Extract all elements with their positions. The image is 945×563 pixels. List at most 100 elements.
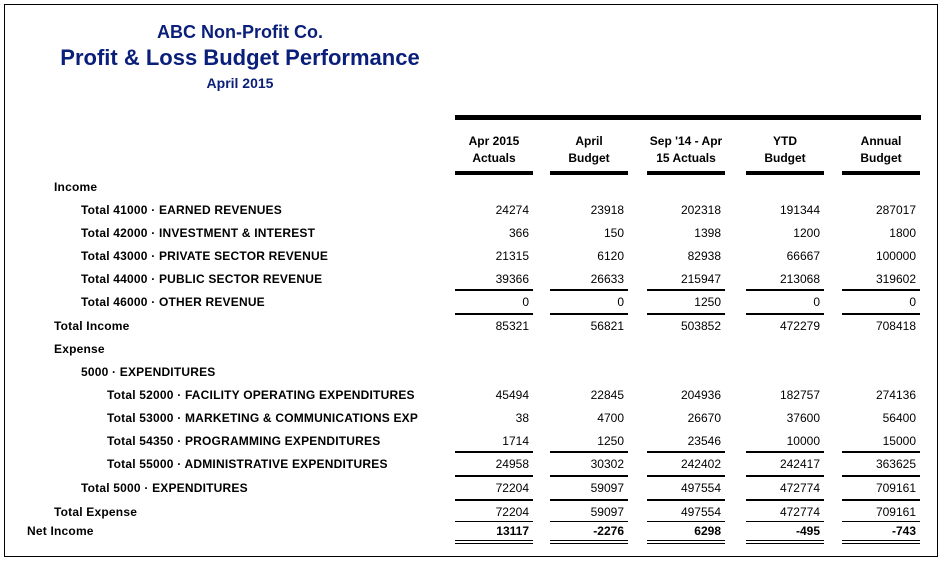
amount-cell: 45494 [495, 388, 529, 402]
amount-cell: 24274 [495, 203, 529, 217]
amount-cell: 100000 [875, 249, 916, 263]
amount-cell: 6120 [597, 249, 624, 263]
net-income-amount: -743 [891, 524, 916, 538]
total-expenditures-amount: 72204 [495, 481, 529, 495]
amount-cell: 4700 [597, 411, 624, 425]
double-underline-rule [647, 543, 725, 544]
report-period: April 2015 [206, 75, 274, 91]
amount-cell: 0 [617, 295, 624, 309]
amount-cell: 66667 [786, 249, 820, 263]
section-label-expense: Expense [54, 342, 105, 356]
total-rule [746, 475, 824, 477]
total-rule [550, 475, 628, 477]
amount-cell: 82938 [687, 249, 721, 263]
column-header-apr-2015-actuals: Apr 2015 Actuals [455, 133, 533, 175]
total-income-amount: 708418 [875, 319, 916, 333]
subtotal-rule [746, 451, 824, 453]
amount-cell: 0 [813, 295, 820, 309]
subtotal-rule [550, 451, 628, 453]
amount-cell: 287017 [875, 203, 916, 217]
amount-cell: 23918 [590, 203, 624, 217]
double-underline-rule [746, 540, 824, 541]
total-expense-amount: 472774 [779, 505, 820, 519]
amount-cell: 366 [508, 226, 529, 240]
double-underline-rule [746, 543, 824, 544]
total-expenditures-amount: 497554 [680, 481, 721, 495]
net-income-label: Net Income [27, 524, 94, 538]
amount-cell: 56400 [882, 411, 916, 425]
subtotal-rule [455, 289, 533, 291]
amount-cell: 191344 [779, 203, 820, 217]
total-rule [746, 499, 824, 501]
total-rule [550, 499, 628, 501]
net-income-amount: -2276 [593, 524, 624, 538]
amount-cell: 15000 [882, 434, 916, 448]
row-label: Total 52000 · FACILITY OPERATING EXPENDI… [107, 388, 415, 402]
total-expenditures-amount: 472774 [779, 481, 820, 495]
column-header-april-budget: April Budget [550, 133, 628, 175]
total-expense-amount: 709161 [875, 505, 916, 519]
row-label: Total 55000 · ADMINISTRATIVE EXPENDITURE… [107, 457, 388, 471]
total-expense-label: Total Expense [54, 505, 138, 519]
amount-cell: 242402 [680, 457, 721, 471]
amount-cell: 319602 [875, 272, 916, 286]
subtotal-rule [842, 289, 920, 291]
double-underline-rule [647, 540, 725, 541]
total-income-amount: 472279 [779, 319, 820, 333]
total-expenditures-label: Total 5000 · EXPENDITURES [81, 481, 248, 495]
report-title: Profit & Loss Budget Performance [60, 45, 420, 70]
header-rule [455, 115, 921, 120]
total-expenditures-amount: 709161 [875, 481, 916, 495]
subtotal-rule [746, 289, 824, 291]
amount-cell: 1398 [694, 226, 721, 240]
total-rule [647, 313, 725, 315]
total-rule [842, 499, 920, 501]
amount-cell: 242417 [779, 457, 820, 471]
amount-cell: 30302 [590, 457, 624, 471]
column-header-ytd-actuals: Sep '14 - Apr 15 Actuals [647, 133, 725, 175]
section-label-income: Income [54, 180, 98, 194]
total-income-amount: 85321 [495, 319, 529, 333]
amount-cell: 22845 [590, 388, 624, 402]
row-label: Total 46000 · OTHER REVENUE [81, 295, 265, 309]
amount-cell: 204936 [680, 388, 721, 402]
row-label: Total 43000 · PRIVATE SECTOR REVENUE [81, 249, 329, 263]
amount-cell: 39366 [495, 272, 529, 286]
total-rule [550, 521, 628, 522]
amount-cell: 0 [522, 295, 529, 309]
total-rule [842, 475, 920, 477]
amount-cell: 26670 [687, 411, 721, 425]
subtotal-rule [455, 451, 533, 453]
total-rule [746, 313, 824, 315]
amount-cell: 38 [515, 411, 529, 425]
report-frame [4, 4, 938, 557]
amount-cell: 202318 [680, 203, 721, 217]
amount-cell: 37600 [786, 411, 820, 425]
amount-cell: 363625 [875, 457, 916, 471]
section-label-expenditures: 5000 · EXPENDITURES [81, 365, 216, 379]
amount-cell: 26633 [590, 272, 624, 286]
row-label: Total 44000 · PUBLIC SECTOR REVENUE [81, 272, 323, 286]
amount-cell: 215947 [680, 272, 721, 286]
total-expense-amount: 72204 [495, 505, 529, 519]
column-header-ytd-budget: YTD Budget [746, 133, 824, 175]
total-income-label: Total Income [54, 319, 130, 333]
amount-cell: 1250 [597, 434, 624, 448]
amount-cell: 1714 [502, 434, 529, 448]
total-rule [647, 475, 725, 477]
subtotal-rule [842, 451, 920, 453]
total-expense-amount: 59097 [590, 505, 624, 519]
amount-cell: 1200 [793, 226, 820, 240]
total-rule [550, 313, 628, 315]
amount-cell: 150 [603, 226, 624, 240]
total-rule [842, 521, 920, 522]
amount-cell: 1250 [694, 295, 721, 309]
total-rule [647, 521, 725, 522]
row-label: Total 54350 · PROGRAMMING EXPENDITURES [107, 434, 381, 448]
net-income-amount: -495 [795, 524, 820, 538]
net-income-amount: 13117 [496, 524, 529, 538]
total-rule [455, 475, 533, 477]
amount-cell: 182757 [779, 388, 820, 402]
net-income-amount: 6298 [694, 524, 721, 538]
company-name: ABC Non-Profit Co. [157, 22, 323, 42]
